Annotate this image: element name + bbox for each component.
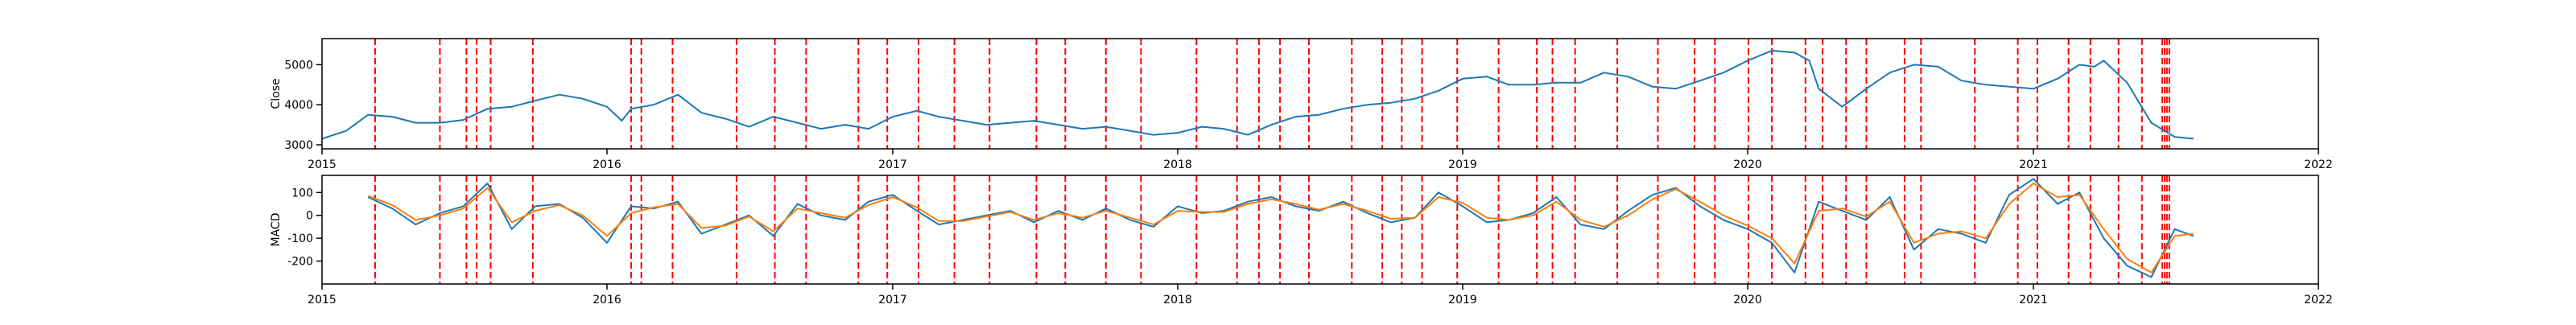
x-tick-label: 2022	[2304, 158, 2333, 171]
x-tick-label: 2015	[308, 158, 336, 171]
x-tick-label: 2018	[1163, 158, 1192, 171]
series-line-1	[321, 49, 2194, 140]
y-tick-label: 5000	[284, 59, 313, 72]
axes-frame	[321, 38, 2319, 150]
x-tick-label: 2022	[2304, 294, 2333, 306]
y-axis-label: Close	[270, 78, 283, 109]
x-tick-label: 2021	[2019, 294, 2048, 306]
y-tick-label: 0	[306, 210, 313, 223]
x-tick-label: 2015	[308, 294, 336, 306]
x-tick-label: 2017	[878, 294, 907, 306]
panel-1: 2015 2016 2017 2018 2019 2020 2021 2022 3000 4000…	[270, 38, 2333, 171]
x-tick-label: 2018	[1163, 294, 1192, 306]
y-axis-label: MACD	[270, 213, 283, 247]
y-tick-label: -200	[287, 256, 313, 269]
x-tick-label: 2019	[1448, 158, 1477, 171]
y-tick-label: 3000	[284, 139, 313, 152]
x-tick-label: 2020	[1733, 158, 1762, 171]
axes-frame	[321, 175, 2319, 285]
x-tick-label: 2021	[2019, 158, 2048, 171]
x-tick-label: 2017	[878, 158, 907, 171]
x-tick-label: 2020	[1733, 294, 1762, 306]
x-tick-label: 2016	[592, 158, 621, 171]
x-tick-label: 2019	[1448, 294, 1477, 306]
y-tick-label: 100	[291, 187, 313, 200]
x-tick-label: 2016	[592, 294, 621, 306]
panel-2: 2015 2016 2017 2018 2019 2020 2021 2022 -200 -100…	[270, 175, 2333, 306]
y-tick-label: 4000	[284, 99, 313, 112]
y-tick-label: -100	[287, 232, 313, 245]
series-line-2	[367, 182, 2194, 274]
